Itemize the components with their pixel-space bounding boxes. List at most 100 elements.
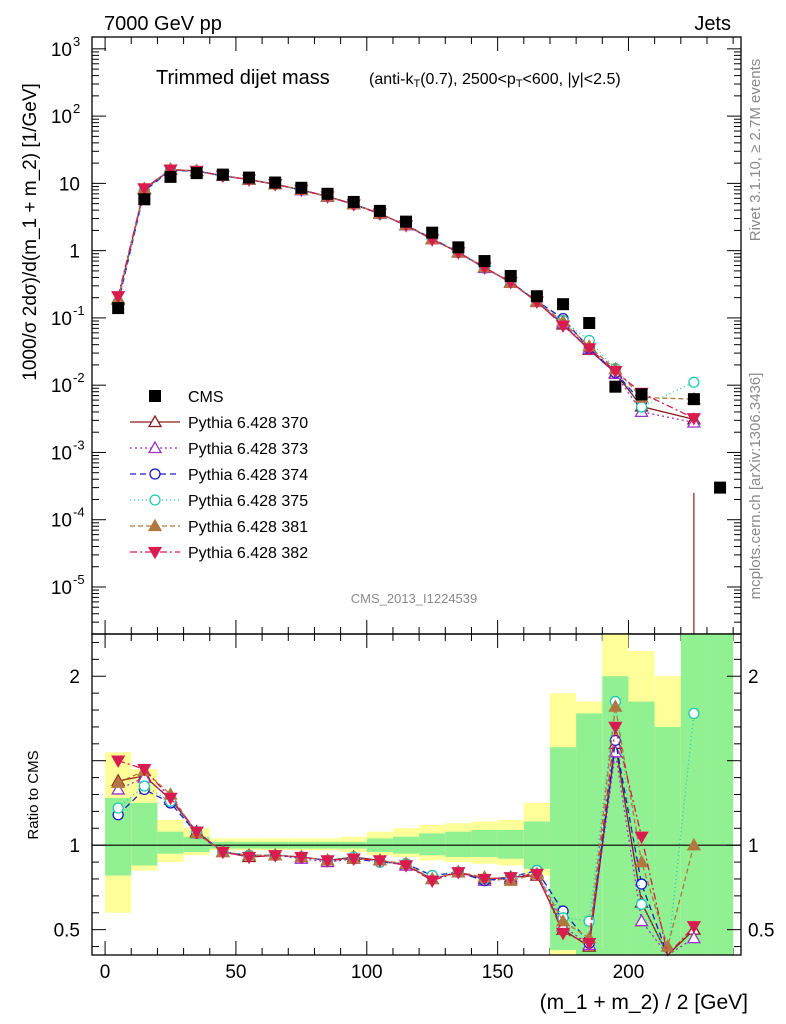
legend-marker-p374 — [149, 468, 161, 480]
x-tick-label: 150 — [482, 962, 514, 983]
ratio-point-p382 — [425, 875, 440, 888]
ratio-tick-label-left: 1 — [69, 836, 80, 857]
ratio-point-p375 — [688, 707, 700, 720]
uncertainty-band-green — [419, 833, 446, 856]
header-energy-label: 7000 GeV pp — [104, 13, 222, 35]
cms-data-point — [295, 181, 308, 194]
ratio-point-p375 — [583, 915, 595, 927]
legend-label-cms: CMS — [188, 389, 224, 406]
ratio-point-p382 — [608, 721, 623, 735]
cms-data-point — [557, 298, 570, 311]
ratio-point-p382 — [268, 850, 283, 863]
y-tick-exponent: 3 — [73, 34, 80, 49]
x-tick-label: 200 — [613, 962, 645, 983]
chart-title-main: Trimmed dijet mass — [156, 67, 330, 89]
legend: CMS Pythia 6.428 370 Pythia 6.428 373 Pythi… — [130, 389, 308, 562]
cms-data-point — [530, 290, 543, 303]
ratio-point-p381 — [608, 699, 623, 712]
series-line-p370 — [117, 169, 695, 421]
uncertainty-band-green — [131, 802, 158, 866]
cms-data-point — [609, 380, 622, 393]
uncertainty-band-green — [576, 713, 603, 955]
uncertainty-band-green — [680, 634, 707, 955]
ratio-point-p381 — [111, 775, 126, 788]
ratio-y-axis-title: Ratio to CMS — [25, 750, 42, 839]
cms-data-point — [400, 215, 413, 228]
y-tick-label: 10 — [51, 40, 72, 61]
ratio-tick-label-left: 2 — [69, 667, 80, 688]
cms-data-point — [583, 317, 596, 330]
legend-label-p381: Pythia 6.428 381 — [188, 519, 308, 536]
series-point-p382 — [686, 413, 702, 426]
series-line-p373 — [117, 168, 695, 424]
ratio-point-p381 — [660, 939, 675, 952]
ratio-point-p382 — [372, 855, 387, 868]
legend-marker-p381 — [147, 518, 163, 532]
cms-data-point — [164, 170, 177, 183]
ratio-point-p373 — [686, 930, 702, 944]
uncertainty-band-green — [471, 829, 498, 858]
ratio-point-p381 — [634, 854, 649, 868]
title-subscript: T — [516, 78, 523, 90]
legend-marker-p382 — [147, 546, 163, 560]
uncertainty-band-green — [497, 829, 524, 859]
ratio-point-p382 — [398, 860, 414, 873]
series-point-p375 — [635, 401, 648, 413]
title-subscript: T — [413, 78, 420, 90]
ratio-point-p382 — [346, 853, 361, 867]
ratio-point-p382 — [582, 938, 597, 951]
ratio-tick-label-right: 2 — [748, 667, 759, 688]
ratio-point-p381 — [686, 837, 702, 851]
ratio-point-p382 — [451, 867, 466, 880]
rivet-version-label: Rivet 3.1.10, ≥ 2.7M events — [747, 59, 764, 242]
legend-marker-cms — [149, 390, 161, 402]
series-point-p382 — [111, 291, 126, 304]
uncertainty-band-green — [445, 831, 472, 858]
ratio-point-p375 — [635, 898, 648, 910]
legend-marker-p375 — [149, 494, 161, 506]
legend-label-p370: Pythia 6.428 370 — [188, 415, 308, 432]
mcplots-source-label: mcplots.cern.ch [arXiv:1306.3436] — [747, 373, 764, 600]
y-tick-label: 10 — [51, 511, 72, 532]
title-text-part: (0.7), 2500<p — [420, 71, 516, 88]
ratio-point-p382 — [686, 921, 702, 934]
cms-data-point — [452, 241, 465, 254]
cms-data-point — [504, 269, 517, 282]
legend-label-p374: Pythia 6.428 374 — [188, 467, 308, 484]
cms-data-point — [138, 193, 151, 206]
ratio-point-p373 — [634, 913, 649, 927]
ratio-point-p381 — [555, 913, 571, 927]
ratio-point-p382 — [529, 868, 544, 882]
legend-label-p382: Pythia 6.428 382 — [188, 545, 308, 562]
cms-data-point — [112, 302, 125, 315]
analysis-watermark: CMS_2013_I1224539 — [351, 591, 478, 606]
ratio-point-p382 — [215, 846, 230, 860]
ratio-line-p374 — [117, 740, 669, 956]
cms-data-point — [714, 481, 727, 494]
y-tick-exponent: -4 — [73, 505, 85, 520]
y-tick-label: 10 — [51, 578, 72, 599]
ratio-tick-label-right: 0.5 — [748, 921, 774, 942]
series-line-p382 — [117, 168, 695, 419]
legend-label-p373: Pythia 6.428 373 — [188, 441, 308, 458]
ratio-point-p373 — [111, 782, 126, 795]
y-tick-exponent: -3 — [73, 437, 85, 452]
ratio-panel: 0 50 100 150 200 0.5 0.5 1 1 2 2 — [54, 633, 774, 983]
chart-title-sub: (anti-kT(0.7), 2500<pT<600, |y|<2.5) — [369, 71, 621, 90]
series-point-p382 — [582, 343, 597, 356]
legend-marker-p373 — [147, 440, 163, 454]
ratio-tick-label-left: 0.5 — [54, 921, 80, 942]
header-jets-label: Jets — [694, 13, 731, 35]
top-y-axis-title: 1000/σ 2dσ)/d(m_1 + m_2) [1/GeV] — [20, 83, 41, 381]
uncertainty-band-green — [706, 634, 734, 955]
uncertainty-band-green — [183, 836, 210, 852]
ratio-point-p382 — [555, 927, 571, 941]
ratio-point-p375 — [138, 780, 150, 792]
ratio-point-p382 — [137, 764, 152, 777]
title-text-part: (anti-k — [369, 71, 414, 88]
legend-marker-p370 — [147, 414, 163, 428]
y-tick-label: 10 — [51, 107, 72, 128]
ratio-point-p382 — [477, 873, 492, 887]
cms-data-point — [635, 388, 648, 401]
